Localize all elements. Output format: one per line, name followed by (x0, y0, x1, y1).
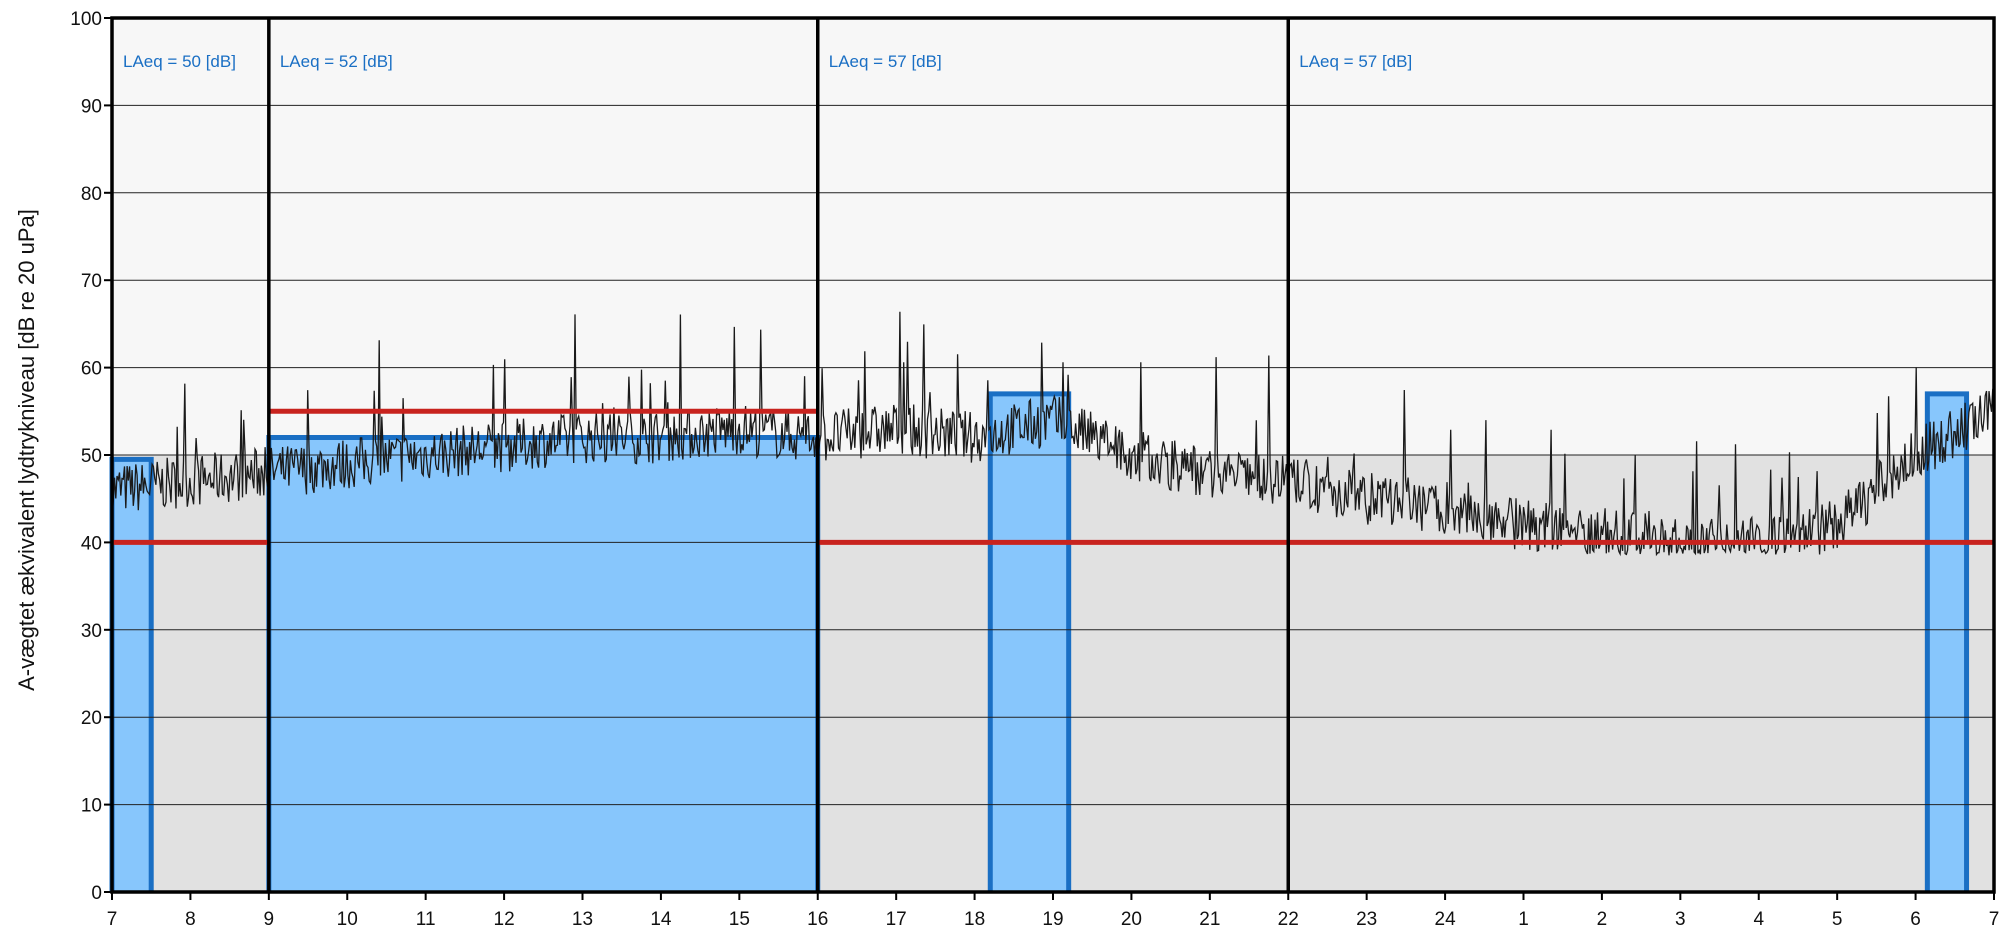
measured-block-3 (1927, 393, 1967, 892)
y-tick-label-0: 0 (91, 883, 102, 904)
x-tick-label-20: 3 (1675, 909, 1686, 930)
x-tick-label-24: 7 (1989, 909, 2000, 930)
measured-block-0 (112, 459, 152, 892)
period-labels: LAeq = 50 [dB] LAeq = 52 [dB] LAeq = 57 [d… (123, 52, 1412, 71)
x-tick-label-2: 9 (264, 909, 275, 930)
x-tick-label-22: 5 (1832, 909, 1843, 930)
x-tick-label-16: 23 (1356, 909, 1377, 930)
limit-lines (112, 408, 1994, 545)
measured-block-edge-2 (987, 391, 1072, 892)
x-tick-label-18: 1 (1518, 909, 1529, 930)
x-tick-label-6: 13 (572, 909, 593, 930)
y-tick-label-50: 50 (81, 446, 102, 467)
y-axis-label: A-vægtet ækvivalent lydtrykniveau [dB re… (14, 209, 39, 691)
x-tick-label-21: 4 (1753, 909, 1764, 930)
time-history-line (111, 311, 1995, 557)
y-tick-label-100: 100 (70, 9, 102, 30)
y-tick-label-60: 60 (81, 359, 102, 380)
x-tick-label-0: 7 (107, 909, 118, 930)
plot-area-upper (112, 18, 1994, 455)
x-tick-label-10: 17 (886, 909, 907, 930)
x-tick-label-1: 8 (185, 909, 196, 930)
x-tick-label-14: 21 (1199, 909, 1220, 930)
period-label-2: LAeq = 57 [dB] (829, 52, 942, 71)
x-tick-label-5: 12 (494, 909, 515, 930)
x-tick-label-12: 19 (1042, 909, 1063, 930)
y-tick-label-80: 80 (81, 184, 102, 205)
x-tick-label-3: 10 (337, 909, 358, 930)
x-tick-label-9: 16 (807, 909, 828, 930)
x-tick-label-7: 14 (650, 909, 672, 930)
x-axis-ticks: 7 8 9 10 11 12 13 14 15 16 17 18 19 20 21 22 23 24 1 2 3 4 5 6 7 (107, 892, 2000, 930)
period-dividers (267, 18, 1290, 892)
y-tick-label-90: 90 (81, 96, 102, 117)
x-tick-label-4: 11 (416, 909, 436, 930)
x-tick-label-19: 2 (1597, 909, 1608, 930)
x-tick-label-13: 20 (1121, 909, 1142, 930)
x-tick-label-17: 24 (1435, 909, 1457, 930)
period-label-3: LAeq = 57 [dB] (1299, 52, 1412, 71)
measured-block-2 (990, 393, 1069, 892)
time-history-series (111, 311, 1995, 557)
y-tick-label-70: 70 (81, 271, 102, 292)
period-label-0: LAeq = 50 [dB] (123, 52, 236, 71)
period-label-1: LAeq = 52 [dB] (280, 52, 393, 71)
y-axis-ticks: 0 10 20 30 40 50 60 70 80 90 100 (70, 9, 112, 904)
x-tick-label-23: 6 (1910, 909, 1921, 930)
measured-block-1 (268, 437, 818, 892)
y-tick-label-10: 10 (81, 796, 102, 817)
x-tick-label-8: 15 (729, 909, 750, 930)
x-tick-label-15: 22 (1278, 909, 1299, 930)
y-tick-label-40: 40 (81, 533, 102, 554)
measured-block-edge-3 (1924, 391, 1970, 892)
x-tick-label-11: 18 (964, 909, 985, 930)
y-tick-label-30: 30 (81, 621, 102, 642)
y-tick-label-20: 20 (81, 708, 102, 729)
